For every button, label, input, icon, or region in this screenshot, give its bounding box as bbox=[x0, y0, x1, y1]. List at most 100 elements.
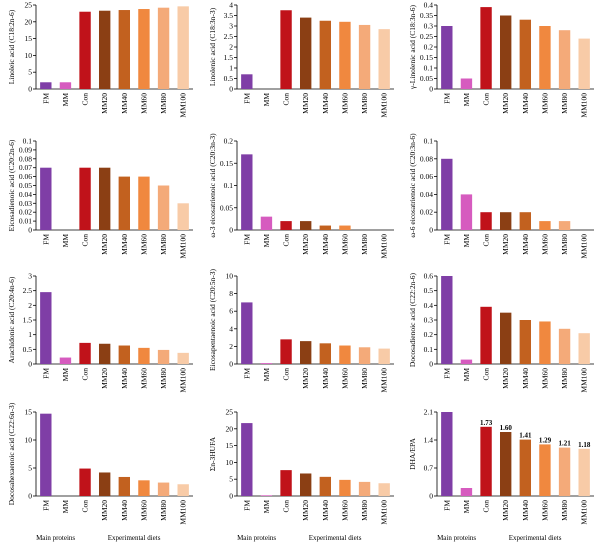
chart-panel-1: 0 5 10 15 20 25 Linoleic acid (C18:2n-6) FM MM Co… bbox=[7, 1, 193, 118]
bar-mm bbox=[460, 78, 473, 89]
y-axis-label: Docosahexaenoic acid (C22:6n-3) bbox=[7, 402, 16, 505]
bar-mm60 bbox=[539, 221, 551, 230]
bar-con bbox=[79, 167, 91, 230]
y-tick-label: 2 bbox=[28, 301, 32, 310]
x-tick-label: MM20 bbox=[501, 500, 510, 521]
x-tick-label: MM bbox=[61, 500, 70, 514]
bar-mm20 bbox=[499, 432, 512, 496]
bar-con bbox=[480, 212, 492, 230]
y-axis-label: γ-Linolenic acid (C18:3n-6) bbox=[408, 4, 417, 90]
bar-mm40 bbox=[519, 320, 532, 364]
x-tick-label: MM bbox=[61, 93, 70, 107]
bar-con bbox=[280, 470, 292, 496]
y-tick-label: 0.5 bbox=[23, 345, 33, 354]
bar-mm80 bbox=[157, 185, 170, 230]
y-tick-label: 15 bbox=[25, 408, 33, 417]
y-tick-label: 0 bbox=[229, 360, 233, 369]
x-tick-label: MM60 bbox=[540, 500, 549, 521]
y-tick-label: 3 bbox=[229, 22, 233, 31]
y-tick-label: 0.3 bbox=[424, 316, 434, 325]
bar-mm60 bbox=[138, 480, 150, 496]
bar-fm bbox=[441, 276, 453, 364]
x-tick-label: MM20 bbox=[100, 500, 109, 521]
x-tick-label: MM60 bbox=[340, 500, 349, 521]
chart-panel-9: 0 0.1 0.2 0.3 0.4 0.5 0.6 Docosadienoic acid (C… bbox=[408, 272, 594, 393]
y-tick-label: 1.5 bbox=[224, 53, 234, 62]
bar-fm bbox=[40, 413, 52, 496]
bar-fm bbox=[40, 167, 52, 230]
bar-mm60 bbox=[339, 479, 351, 496]
bar-mm bbox=[460, 359, 473, 364]
x-tick-label: FM bbox=[242, 234, 251, 245]
bar-mm100 bbox=[578, 333, 590, 364]
x-tick-label: MM20 bbox=[100, 368, 109, 389]
x-tick-label: MM100 bbox=[580, 500, 589, 525]
x-tick-label: MM20 bbox=[100, 234, 109, 255]
bar-fm bbox=[40, 292, 52, 364]
bar-con bbox=[280, 339, 292, 364]
y-tick-label: 0.1 bbox=[424, 137, 434, 146]
y-tick-label: 0.2 bbox=[424, 43, 434, 52]
x-tick-label: Con bbox=[81, 93, 90, 106]
x-tick-label: Con bbox=[282, 500, 291, 513]
bar-mm60 bbox=[539, 26, 551, 89]
data-label: 1.21 bbox=[558, 440, 571, 448]
x-tick-label: MM bbox=[462, 368, 471, 382]
chart-panel-3: 0 0.050.1 0.150.2 0.250.3 0.350.4 γ-Linolenic… bbox=[408, 1, 594, 118]
y-axis-label: ω-6 eicosatrienoic acid (C20:3n-6) bbox=[408, 133, 417, 238]
chart-panel-8: 0 2 4 6 8 10 Eicosapentaenoic acid (C20:5n-3) F… bbox=[208, 268, 394, 393]
x-tick-label: MM60 bbox=[340, 93, 349, 114]
y-tick-label: 0.08 bbox=[420, 154, 433, 163]
bar-mm100 bbox=[578, 38, 590, 89]
y-tick-label: 0 bbox=[429, 492, 433, 501]
bar-con bbox=[280, 221, 292, 230]
y-tick-label: 0.25 bbox=[420, 32, 433, 41]
y-tick-label: 0.2 bbox=[224, 137, 234, 146]
chart-panel-6: 0 0.02 0.04 0.06 0.08 0.1 ω-6 eicosatrienoic a… bbox=[408, 133, 594, 259]
y-tick-label: 0.35 bbox=[420, 11, 433, 20]
bar-mm40 bbox=[319, 225, 332, 230]
x-tick-label: MM60 bbox=[139, 368, 148, 389]
y-tick-label: 0 bbox=[28, 85, 32, 94]
bar-fm bbox=[40, 82, 52, 89]
y-tick-label: 10 bbox=[25, 51, 33, 60]
y-tick-label: 0.1 bbox=[424, 64, 434, 73]
y-axis-label: Eicosapentaenoic acid (C20:5n-3) bbox=[208, 268, 217, 371]
x-tick-label: MM bbox=[61, 368, 70, 382]
bar-mm40 bbox=[118, 476, 131, 496]
bar-mm100 bbox=[177, 484, 189, 496]
bar-con bbox=[280, 10, 292, 89]
x-tick-label: MM80 bbox=[159, 500, 168, 521]
bar-mm40 bbox=[118, 10, 131, 89]
x-tick-label: FM bbox=[242, 93, 251, 104]
x-tick-label: Con bbox=[282, 234, 291, 247]
y-tick-label: 0.4 bbox=[424, 1, 434, 10]
y-tick-label: 0 bbox=[229, 226, 233, 235]
x-tick-label: MM100 bbox=[179, 368, 188, 393]
bar-mm bbox=[260, 363, 273, 364]
x-tick-label: MM80 bbox=[360, 93, 369, 114]
x-tick-label: MM80 bbox=[360, 234, 369, 255]
y-tick-label: 0.01 bbox=[19, 217, 32, 226]
x-tick-label: FM bbox=[242, 368, 251, 379]
x-tick-label: MM80 bbox=[560, 500, 569, 521]
x-tick-label: MM100 bbox=[580, 93, 589, 118]
bar-mm100 bbox=[378, 348, 390, 364]
x-tick-label: MM80 bbox=[560, 234, 569, 255]
y-tick-label: 8 bbox=[229, 289, 233, 298]
x-tick-label: MM100 bbox=[380, 93, 389, 118]
x-tick-label: MM60 bbox=[139, 234, 148, 255]
bar-mm bbox=[460, 488, 473, 496]
y-tick-label: 20 bbox=[226, 424, 234, 433]
x-tick-label: MM80 bbox=[159, 234, 168, 255]
x-tick-label: FM bbox=[442, 500, 451, 511]
y-tick-label: 25 bbox=[25, 1, 33, 10]
x-tick-label: Con bbox=[482, 93, 491, 106]
x-tick-label: MM40 bbox=[120, 368, 129, 389]
bar-mm100 bbox=[578, 448, 590, 496]
bar-mm bbox=[460, 194, 473, 230]
bar-mm60 bbox=[339, 345, 351, 364]
bar-con bbox=[480, 7, 492, 90]
x-tick-label: MM80 bbox=[159, 368, 168, 389]
